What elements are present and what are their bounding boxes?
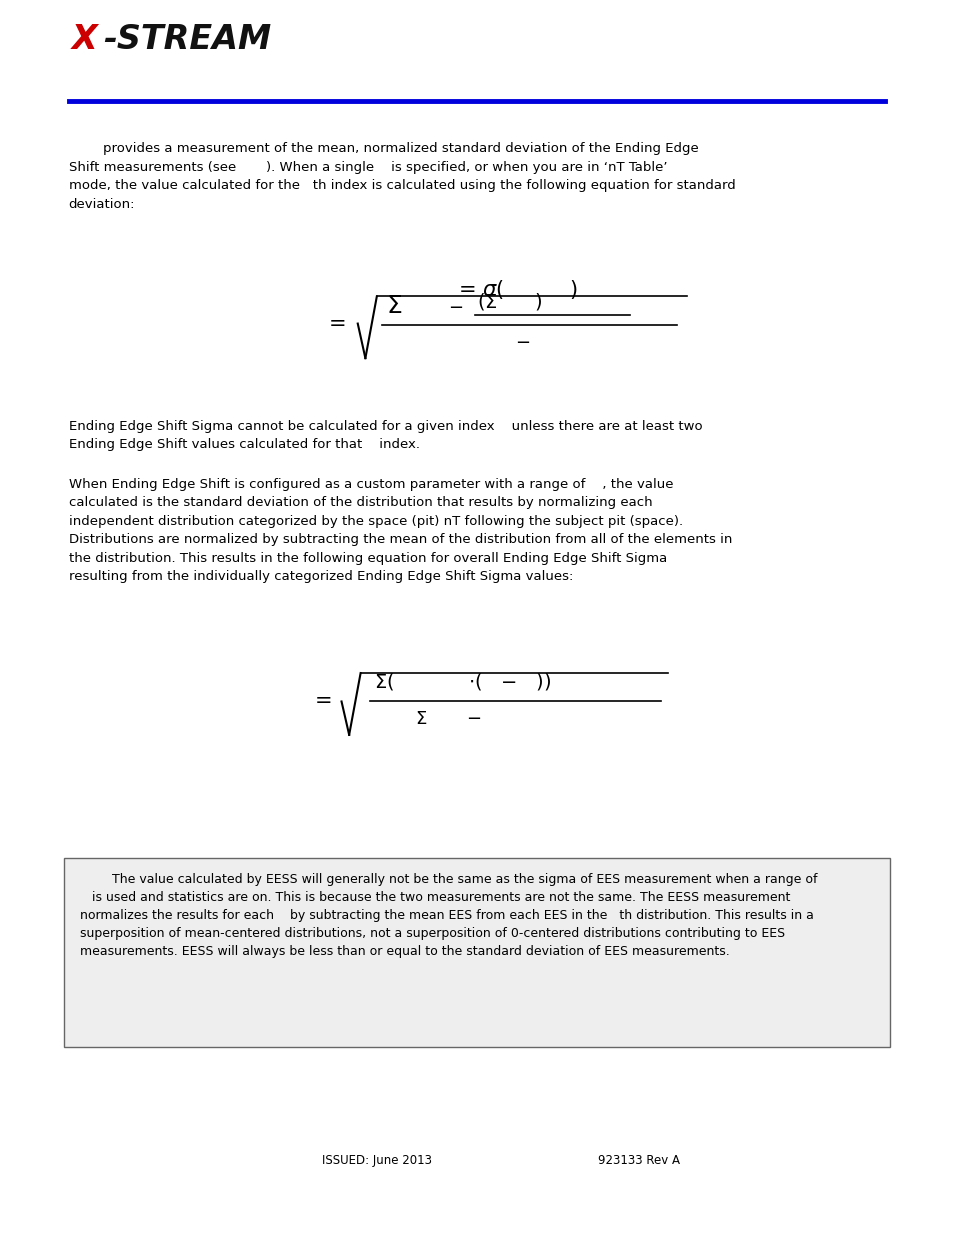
Text: $\Sigma$       $-$: $\Sigma$ $-$ <box>415 710 481 727</box>
Text: Ending Edge Shift Sigma cannot be calculated for a given index    unless there a: Ending Edge Shift Sigma cannot be calcul… <box>69 420 701 452</box>
Text: = $\sigma$(          ): = $\sigma$( ) <box>457 278 578 301</box>
Text: $-$: $-$ <box>515 332 530 350</box>
Text: $\Sigma$: $\Sigma$ <box>386 294 402 319</box>
Text: $(\Sigma$      $)$: $(\Sigma$ $)$ <box>476 290 541 312</box>
Text: =: = <box>329 314 346 333</box>
Text: $-$: $-$ <box>448 298 463 315</box>
Text: provides a measurement of the mean, normalized standard deviation of the Ending : provides a measurement of the mean, norm… <box>69 142 735 210</box>
FancyBboxPatch shape <box>64 858 889 1047</box>
Text: 923133 Rev A: 923133 Rev A <box>598 1155 679 1167</box>
Text: =: = <box>314 692 332 711</box>
Text: ISSUED: June 2013: ISSUED: June 2013 <box>321 1155 432 1167</box>
Text: X: X <box>71 22 97 56</box>
Text: $\Sigma$(            $\cdot$(   $-$   )): $\Sigma$( $\cdot$( $-$ )) <box>374 671 551 693</box>
Text: When Ending Edge Shift is configured as a custom parameter with a range of    , : When Ending Edge Shift is configured as … <box>69 478 731 583</box>
Text: -STREAM: -STREAM <box>103 22 271 56</box>
Text: The value calculated by EESS will generally not be the same as the sigma of EES : The value calculated by EESS will genera… <box>80 873 817 958</box>
